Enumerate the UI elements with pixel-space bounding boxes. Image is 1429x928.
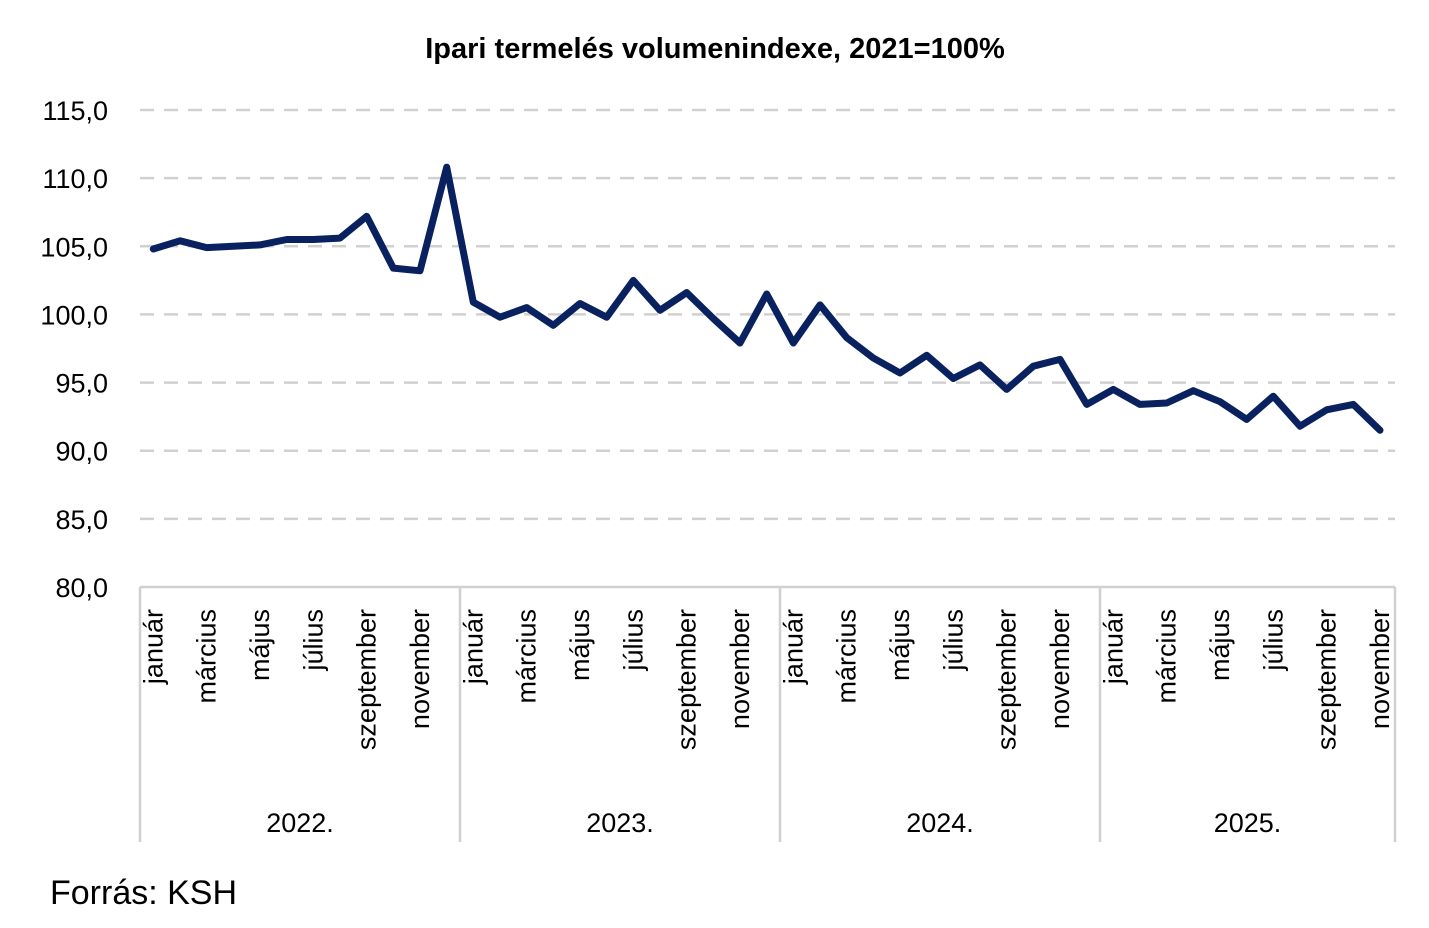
x-tick-label: január bbox=[138, 609, 168, 685]
x-tick-label: május bbox=[565, 609, 595, 681]
x-tick-label: május bbox=[245, 609, 275, 681]
x-tick-label: július bbox=[298, 609, 328, 672]
x-tick-label: július bbox=[938, 609, 968, 672]
x-tick-label: március bbox=[832, 609, 862, 704]
year-label: 2022. bbox=[266, 808, 334, 838]
x-axis: január március május július szeptember novemb… bbox=[138, 585, 1397, 842]
year-label: 2024. bbox=[906, 808, 974, 838]
y-tick-label: 105,0 bbox=[40, 232, 108, 262]
x-tick-label: január bbox=[458, 609, 488, 685]
x-tick-label: május bbox=[885, 609, 915, 681]
x-tick-label: szeptember bbox=[992, 609, 1022, 750]
x-tick-label: január bbox=[778, 609, 808, 685]
x-tick-label: január bbox=[1098, 609, 1128, 685]
x-tick-label: november bbox=[405, 609, 435, 729]
x-tick-label: március bbox=[512, 609, 542, 704]
source-note: Forrás: KSH bbox=[50, 874, 238, 912]
year-label: 2023. bbox=[586, 808, 654, 838]
x-tick-label: november bbox=[725, 609, 755, 729]
year-label: 2025. bbox=[1214, 808, 1282, 838]
series-layer bbox=[149, 163, 1384, 434]
x-tick-label: szeptember bbox=[1312, 609, 1342, 750]
x-tick-label: szeptember bbox=[352, 609, 382, 750]
y-tick-label: 95,0 bbox=[55, 369, 108, 399]
y-tick-label: 100,0 bbox=[40, 300, 108, 330]
y-axis-ticks: 80,0 85,0 90,0 95,0 100,0 105,0 110,0 115,0 bbox=[40, 96, 108, 603]
x-tick-label: március bbox=[1152, 609, 1182, 704]
y-tick-label: 80,0 bbox=[55, 573, 108, 603]
y-tick-label: 110,0 bbox=[42, 164, 108, 194]
x-tick-label: szeptember bbox=[672, 609, 702, 750]
y-tick-label: 90,0 bbox=[55, 437, 108, 467]
y-tick-label: 85,0 bbox=[55, 505, 108, 535]
chart-title: Ipari termelés volumenindexe, 2021=100% bbox=[425, 33, 1005, 65]
y-tick-label: 115,0 bbox=[42, 96, 108, 126]
x-tick-label: május bbox=[1205, 609, 1235, 681]
gridlines bbox=[140, 108, 1395, 521]
x-tick-label: július bbox=[1258, 609, 1288, 672]
x-tick-label: március bbox=[192, 609, 222, 704]
x-tick-label: november bbox=[1365, 609, 1395, 729]
series-line bbox=[149, 163, 1384, 434]
x-tick-label: november bbox=[1045, 609, 1075, 729]
x-tick-label: július bbox=[618, 609, 648, 672]
